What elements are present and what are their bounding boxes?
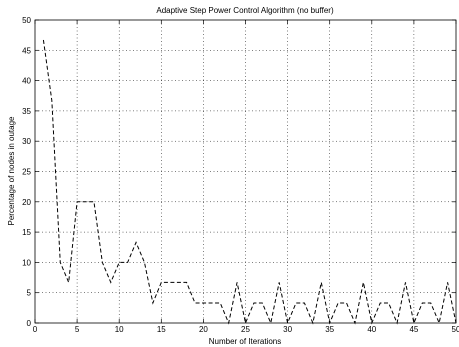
x-tick-label: 25: [241, 325, 250, 334]
y-tick-label: 20: [22, 198, 31, 207]
y-tick-label: 50: [22, 16, 31, 25]
y-axis-label: Percentage of nodes in outage: [7, 116, 16, 226]
x-axis-label: Number of Iterations: [209, 337, 281, 346]
x-tick-label: 0: [33, 325, 38, 334]
y-tick-label: 15: [22, 228, 31, 237]
x-tick-label: 10: [115, 325, 124, 334]
grid: [35, 20, 456, 323]
y-tick-label: 45: [22, 46, 31, 55]
tick-labels: 0 5 10 15 20 25 30 35 40 45 50 0 5 10 15 20 25 30 35 40 45 50: [22, 16, 459, 334]
chart-title: Adaptive Step Power Control Algorithm (n…: [156, 6, 334, 15]
y-tick-label: 0: [27, 319, 32, 328]
x-tick-label: 50: [452, 325, 459, 334]
y-tick-label: 5: [27, 289, 32, 298]
y-tick-label: 30: [22, 137, 31, 146]
series-group: [42, 39, 457, 325]
x-tick-label: 30: [283, 325, 292, 334]
x-tick-label: 35: [325, 325, 334, 334]
series-line-0: [42, 39, 457, 325]
y-tick-label: 10: [22, 258, 31, 267]
y-tick-label: 25: [22, 168, 31, 177]
x-tick-label: 40: [367, 325, 376, 334]
x-tick-label: 45: [409, 325, 418, 334]
x-tick-label: 15: [157, 325, 166, 334]
x-tick-label: 5: [75, 325, 80, 334]
y-tick-label: 40: [22, 77, 31, 86]
x-tick-label: 20: [199, 325, 208, 334]
y-tick-label: 35: [22, 107, 31, 116]
plot-frame: [34, 19, 457, 324]
